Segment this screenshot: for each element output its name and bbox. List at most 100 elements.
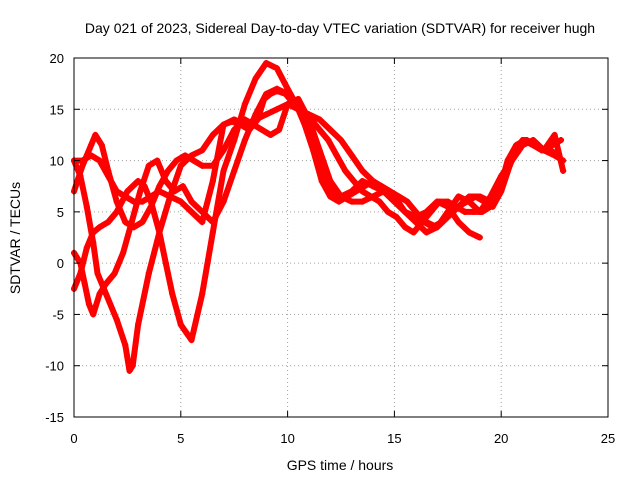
data-point [126, 367, 133, 374]
data-point [252, 75, 259, 82]
data-point [113, 316, 120, 323]
data-point [139, 198, 146, 205]
data-point [83, 244, 90, 251]
data-point [209, 178, 216, 185]
data-point [81, 280, 88, 287]
x-tick-label: 15 [387, 431, 401, 446]
data-series [71, 60, 567, 374]
series-line [71, 85, 567, 318]
x-tick-label: 10 [280, 431, 294, 446]
data-point [188, 208, 195, 215]
data-point [177, 321, 184, 328]
data-point [338, 137, 344, 144]
data-point [241, 137, 248, 144]
y-axis-label: SDTVAR / TECUs [7, 182, 23, 294]
y-tick-label: -10 [45, 359, 64, 374]
data-point [145, 162, 152, 169]
data-point [540, 147, 547, 154]
data-point [173, 157, 180, 164]
data-point [384, 208, 391, 215]
data-point [177, 198, 184, 205]
data-point [295, 106, 302, 113]
data-point [316, 147, 323, 154]
data-point [402, 208, 409, 215]
data-point [551, 131, 558, 138]
data-point [519, 142, 526, 149]
data-point [333, 152, 340, 159]
data-point [90, 229, 97, 236]
data-point [135, 321, 142, 328]
data-point [164, 167, 171, 174]
data-point [182, 152, 189, 159]
data-point [128, 219, 135, 226]
data-point [169, 290, 176, 297]
data-point [188, 198, 195, 205]
chart-title: Day 021 of 2023, Sidereal Day-to-day VTE… [85, 20, 595, 36]
data-point [325, 137, 332, 144]
data-point [466, 198, 473, 205]
data-point [103, 290, 110, 297]
data-point [177, 162, 184, 169]
data-point [79, 162, 86, 169]
data-point [284, 90, 291, 97]
data-point [88, 152, 95, 159]
data-point [348, 152, 355, 159]
data-point [276, 126, 283, 133]
data-point [156, 183, 163, 190]
data-point [209, 219, 216, 226]
data-point [120, 249, 127, 256]
data-point [327, 126, 334, 133]
data-point [241, 121, 248, 128]
data-point [558, 137, 565, 144]
series-track-5 [71, 101, 483, 241]
y-tick-label: -5 [52, 307, 64, 322]
data-point [199, 162, 206, 169]
tick-labels: 0 5 10 15 20 25 -15 -10 -5 0 5 10 15 20 [45, 51, 615, 446]
data-point [96, 157, 103, 164]
data-point [122, 219, 129, 226]
data-point [220, 167, 227, 174]
data-point [273, 65, 280, 72]
data-point [96, 290, 103, 297]
x-tick-label: 5 [177, 431, 184, 446]
x-axis-label: GPS time / hours [287, 457, 394, 473]
data-point [199, 219, 206, 226]
data-point [139, 219, 146, 226]
data-point [124, 188, 131, 195]
data-point [423, 219, 430, 226]
data-point [476, 193, 483, 200]
data-point [122, 193, 129, 200]
data-point [199, 147, 206, 154]
data-point [476, 234, 483, 241]
data-point [162, 178, 169, 185]
data-point [162, 260, 169, 267]
data-point [316, 116, 323, 123]
data-point [188, 337, 195, 344]
data-point [147, 193, 154, 200]
data-point [179, 183, 186, 190]
data-point [96, 224, 103, 231]
data-point [284, 101, 291, 108]
data-point [350, 178, 357, 185]
data-point [85, 301, 92, 308]
data-point [434, 224, 441, 231]
data-point [410, 229, 417, 236]
y-tick-label: 5 [57, 205, 64, 220]
data-point [113, 188, 120, 195]
data-point [130, 198, 137, 205]
data-point [156, 229, 163, 236]
data-point [263, 111, 270, 118]
data-point [402, 224, 409, 231]
data-point [455, 219, 462, 226]
data-point [273, 85, 280, 92]
data-point [105, 219, 112, 226]
data-point [137, 188, 144, 195]
data-point [455, 193, 462, 200]
data-point [305, 111, 312, 118]
data-point [135, 178, 142, 185]
data-point [83, 203, 90, 210]
data-point [220, 198, 227, 205]
data-point [231, 126, 238, 133]
data-point [327, 188, 334, 195]
